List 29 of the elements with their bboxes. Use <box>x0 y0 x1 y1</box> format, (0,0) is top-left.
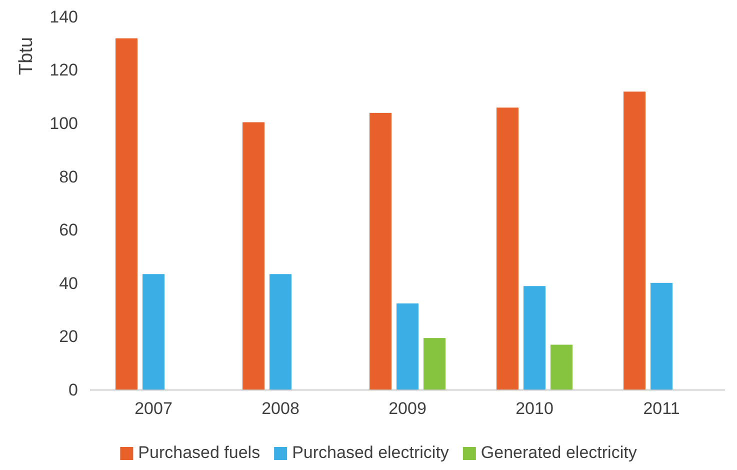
y-tick-label: 140 <box>50 7 78 26</box>
y-tick-label: 20 <box>59 327 78 346</box>
bar <box>396 303 418 390</box>
bar <box>242 122 264 390</box>
bar <box>270 274 292 390</box>
bar <box>116 38 138 390</box>
y-tick-label: 0 <box>68 380 78 400</box>
legend-label: Purchased electricity <box>292 443 450 462</box>
y-tick-label: 60 <box>59 220 78 240</box>
y-axis-title: Tbtu <box>16 37 37 76</box>
x-tick-label: 2008 <box>262 399 300 418</box>
y-tick-label: 100 <box>50 114 78 134</box>
y-tick-label: 80 <box>59 167 78 186</box>
x-tick-label: 2007 <box>134 399 172 418</box>
x-tick-label: 2009 <box>388 399 426 418</box>
y-tick-label: 40 <box>59 274 78 293</box>
bar <box>142 274 164 390</box>
bar <box>496 108 518 390</box>
x-tick-label: 2010 <box>516 399 554 418</box>
legend-label: Generated electricity <box>480 443 638 462</box>
bar <box>524 286 546 390</box>
y-tick-label: 120 <box>50 60 78 80</box>
x-tick-label: 2011 <box>643 399 680 418</box>
bar <box>650 282 672 390</box>
bar <box>550 344 572 390</box>
bar <box>624 92 646 390</box>
bar <box>424 338 446 390</box>
legend-label: Purchased fuels <box>138 443 260 462</box>
bar <box>370 112 392 390</box>
